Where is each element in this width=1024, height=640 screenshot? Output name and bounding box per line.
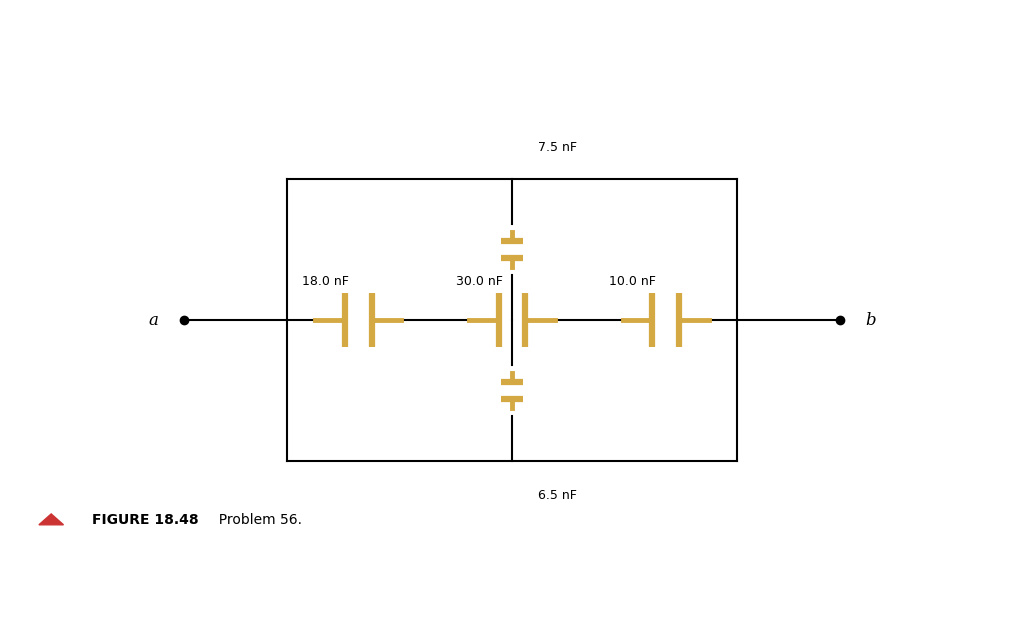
Text: 7.5 nF: 7.5 nF [538,141,577,154]
Text: 18.0 nF: 18.0 nF [302,275,349,288]
Text: FIGURE 18.48: FIGURE 18.48 [92,513,199,527]
Text: Problem 56.: Problem 56. [210,513,302,527]
Text: 30.0 nF: 30.0 nF [456,275,503,288]
Text: 6.5 nF: 6.5 nF [538,490,577,502]
Text: b: b [865,312,876,328]
Polygon shape [39,514,63,525]
Text: a: a [148,312,159,328]
Text: 10.0 nF: 10.0 nF [609,275,656,288]
